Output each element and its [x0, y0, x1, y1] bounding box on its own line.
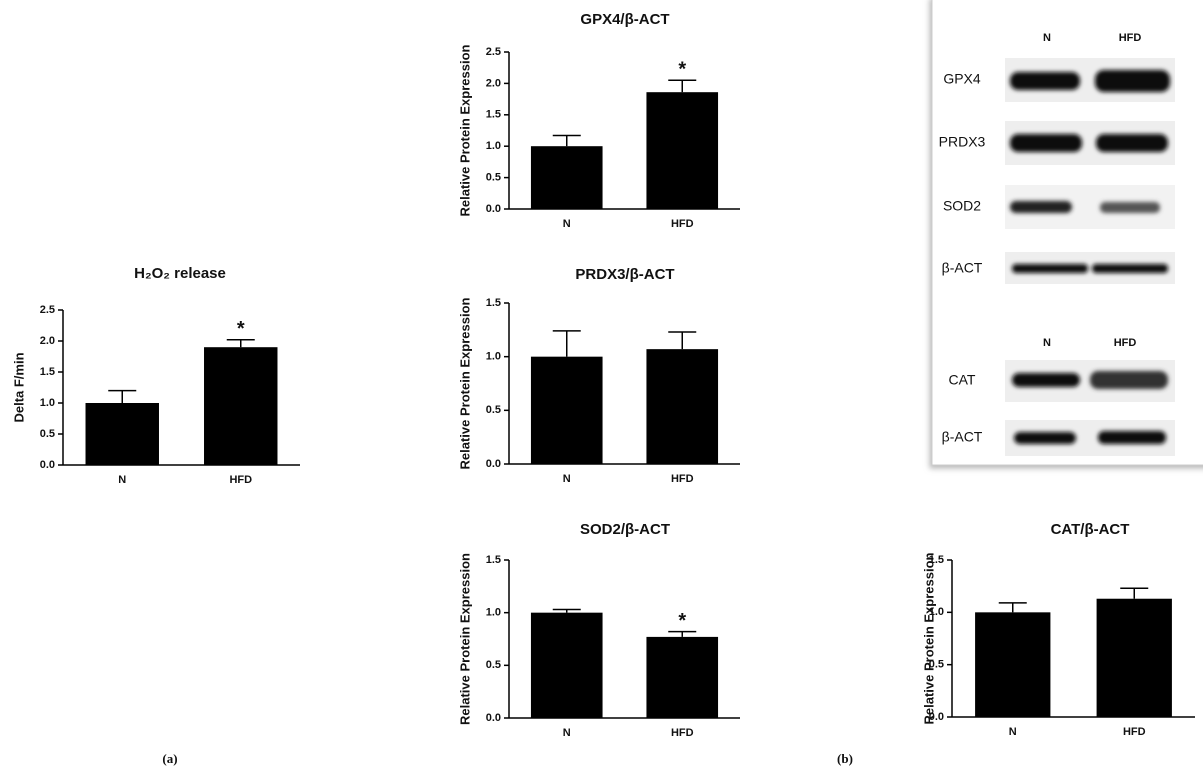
bar — [1097, 599, 1172, 717]
y-tick-label: 0.5 — [486, 659, 501, 671]
chart-title: H₂O₂ release — [134, 265, 226, 282]
x-tick-label: HFD — [671, 473, 694, 485]
y-tick-label: 0.0 — [486, 203, 501, 215]
blot-row-label: GPX4 — [943, 71, 981, 87]
y-tick-label: 1.5 — [929, 554, 944, 566]
y-tick-label: 2.5 — [486, 46, 501, 58]
chart-title: GPX4/β-ACT — [580, 11, 669, 28]
y-tick-label: 1.5 — [40, 366, 55, 378]
band — [1100, 202, 1160, 213]
x-tick-label: N — [1009, 726, 1017, 738]
x-tick-label: N — [563, 473, 571, 485]
band — [1012, 264, 1088, 273]
y-tick-label: 1.5 — [486, 297, 501, 309]
blot-row-label: PRDX3 — [939, 134, 986, 150]
y-tick-label: 1.5 — [486, 109, 501, 121]
y-tick-label: 1.0 — [929, 606, 944, 618]
band — [1010, 201, 1072, 213]
x-tick-label: N — [563, 218, 571, 230]
blot-row-label: CAT — [949, 372, 976, 388]
blot-row-label: β-ACT — [942, 260, 983, 276]
y-axis-label: Relative Protein Expression — [457, 297, 472, 469]
bar — [531, 613, 603, 718]
blot-row-label: SOD2 — [943, 198, 981, 214]
chart-title: CAT/β-ACT — [1051, 521, 1130, 538]
y-axis-label: Relative Protein Expression — [457, 553, 472, 725]
x-tick-label: N — [118, 474, 126, 486]
y-tick-label: 1.0 — [486, 140, 501, 152]
y-tick-label: 0.0 — [929, 711, 944, 723]
chart-title: PRDX3/β-ACT — [575, 266, 674, 283]
bar — [646, 92, 718, 209]
bar — [975, 612, 1050, 717]
bar — [531, 146, 603, 209]
y-tick-label: 0.5 — [486, 172, 501, 184]
panel-label: (b) — [837, 751, 853, 766]
x-tick-label: N — [563, 727, 571, 739]
y-tick-label: 1.0 — [486, 351, 501, 363]
x-tick-label: HFD — [1123, 726, 1146, 738]
bar — [646, 349, 718, 464]
x-tick-label: HFD — [671, 727, 694, 739]
y-tick-label: 0.5 — [486, 404, 501, 416]
y-tick-label: 0.0 — [40, 459, 55, 471]
y-tick-label: 2.5 — [40, 304, 55, 316]
bar — [86, 403, 159, 465]
chart-title: SOD2/β-ACT — [580, 521, 670, 538]
blot-column-label: N — [1043, 337, 1051, 349]
significance-marker: * — [237, 318, 245, 340]
y-axis-label: Relative Protein Expression — [457, 44, 472, 216]
y-axis-label: Relative Protein Expression — [921, 552, 936, 724]
y-tick-label: 0.5 — [929, 659, 944, 671]
band — [1095, 70, 1170, 92]
blot-column-label: HFD — [1119, 32, 1142, 44]
figure: N HFD GPX4 PRDX3 SOD2 β-ACT N HFD CAT β-… — [0, 0, 1203, 771]
significance-marker: * — [678, 610, 686, 632]
bar — [204, 347, 277, 465]
y-axis-label: Delta F/min — [11, 352, 26, 422]
y-tick-label: 0.5 — [40, 428, 55, 440]
bar — [646, 637, 718, 718]
y-tick-label: 1.0 — [40, 397, 55, 409]
band — [1010, 134, 1082, 152]
x-tick-label: HFD — [229, 474, 252, 486]
band — [1090, 371, 1168, 389]
blot-column-label: HFD — [1114, 337, 1137, 349]
band — [1092, 264, 1168, 273]
band — [1012, 373, 1080, 387]
y-tick-label: 2.0 — [40, 335, 55, 347]
band — [1096, 134, 1168, 152]
blot-column-label: N — [1043, 32, 1051, 44]
y-tick-label: 0.0 — [486, 458, 501, 470]
y-tick-label: 0.0 — [486, 712, 501, 724]
bar — [531, 357, 603, 464]
y-tick-label: 2.0 — [486, 77, 501, 89]
band — [1098, 431, 1166, 444]
band — [1014, 432, 1076, 444]
significance-marker: * — [678, 59, 686, 81]
band — [1010, 72, 1080, 90]
y-tick-label: 1.5 — [486, 554, 501, 566]
x-tick-label: HFD — [671, 218, 694, 230]
y-tick-label: 1.0 — [486, 607, 501, 619]
panel-label: (a) — [162, 751, 177, 766]
blot-row-label: β-ACT — [942, 429, 983, 445]
